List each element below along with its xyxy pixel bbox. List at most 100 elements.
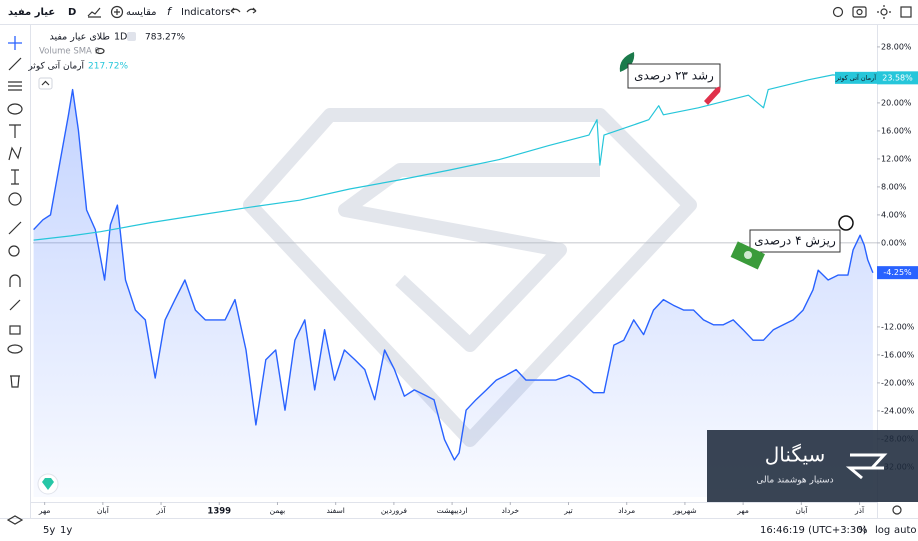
y-tick-label: -12.00% [881, 322, 915, 331]
symbol-button[interactable]: عیار مفید [8, 7, 55, 18]
annotation-box [627, 63, 721, 89]
series-name-tag-text: آرمان آتی کوثر [835, 73, 877, 82]
legend-collapse[interactable] [127, 32, 136, 41]
brand-name: سیگنال [765, 443, 826, 467]
y-tick-label: 8.00% [881, 182, 907, 191]
annotation-text: رشد ۲۳ درصدی [634, 69, 714, 84]
y-tick-label: 16.00% [881, 126, 912, 135]
x-tick-label: آبان [97, 505, 110, 515]
measure-tool[interactable] [8, 221, 22, 235]
magnet-tool[interactable] [9, 274, 21, 287]
x-tick-label: آذر [156, 505, 167, 515]
snapshot-icon[interactable] [852, 6, 867, 18]
chart-type-icon[interactable] [87, 7, 101, 18]
compare-icon[interactable] [110, 5, 124, 19]
range-button[interactable]: 5y [43, 525, 55, 536]
x-tick-label: آذر [854, 505, 865, 515]
range-button[interactable]: 1y [60, 525, 72, 536]
hide-tool[interactable] [7, 344, 23, 354]
brand-watermark: سیگنال دستیار هوشمند مالی [37, 430, 918, 502]
trendline-tool[interactable] [8, 57, 22, 71]
theme-icon[interactable] [880, 8, 888, 16]
brand-logo [845, 453, 888, 480]
delete-tool[interactable] [10, 375, 20, 388]
brand-box [707, 430, 918, 502]
x-tick-label: اردیبهشت [437, 506, 468, 515]
rocket-icon [704, 86, 721, 105]
interval-button[interactable]: D [68, 7, 76, 18]
y-tick-label: -24.00% [881, 406, 915, 415]
y-tick-label: -20.00% [881, 378, 915, 387]
y-tick-label: 20.00% [881, 98, 912, 107]
annotation-text: ریزش ۴ درصدی [754, 234, 836, 249]
log-toggle[interactable]: log [875, 525, 890, 536]
legend-compare-change: 217.72% [88, 62, 128, 72]
legend-toggle-arrow [41, 80, 50, 86]
snapshot-lens [856, 8, 863, 16]
legend-main-change: 783.27% [145, 33, 185, 43]
last-value-label: 23.58% [882, 73, 913, 82]
top-toolbar: عیار مفید D مقایسه f Indicators [8, 5, 912, 19]
bottom-bar: 5y 1y 16:46:19 (UTC+3:30) % log auto [43, 505, 917, 536]
percent-toggle[interactable]: % [858, 525, 868, 536]
indicators-button[interactable]: Indicators [181, 7, 230, 18]
y-tick-label: 28.00% [881, 42, 912, 51]
legend-main-name: طلای عیار مفید [50, 32, 110, 43]
theme-rays [877, 5, 891, 19]
legend-toggle[interactable] [38, 77, 53, 90]
series-name-tag [835, 71, 877, 84]
last-value-tag [877, 71, 918, 85]
shapes-tool[interactable] [7, 103, 23, 115]
prediction-tool[interactable] [11, 169, 19, 185]
x-tick-label: خرداد [502, 506, 520, 515]
last-value-tag [877, 266, 918, 280]
series-line [33, 74, 873, 241]
stay-drawing-tool[interactable] [9, 299, 21, 311]
x-tick-label: مرداد [618, 506, 635, 515]
axis-settings[interactable] [892, 505, 902, 515]
compare-button[interactable]: مقایسه [126, 7, 157, 18]
x-tick-label: مهر [38, 506, 51, 515]
x-tick-label: بهمن [270, 506, 286, 515]
last-value-label: -4.25% [883, 268, 912, 277]
object-tree[interactable] [6, 515, 24, 525]
money-coin [744, 251, 752, 259]
annotations: رشد ۲۳ درصدی ریزش ۴ درصدی [619, 52, 854, 270]
annotation-box [749, 229, 841, 253]
x-tick-label: اسفند [326, 506, 344, 515]
background-logo [243, 108, 697, 447]
legend: طلای عیار مفید 1D 783.27% Volume SMA 9 آ… [27, 32, 185, 90]
compare-plus [114, 9, 120, 15]
zoom-tool[interactable] [8, 245, 20, 257]
leaf-icon [619, 52, 635, 72]
sad-face-icon [838, 215, 854, 231]
clock: 16:46:19 (UTC+3:30) [760, 525, 867, 536]
icon-tool[interactable] [8, 192, 22, 206]
legend-compare-name: آرمان آتی کوثر [27, 60, 84, 72]
undo-icon[interactable] [230, 7, 241, 14]
diamond-icon [42, 478, 54, 490]
auto-toggle[interactable]: auto [894, 525, 917, 536]
text-tool[interactable] [9, 124, 21, 138]
crosshair-tool[interactable] [8, 36, 22, 50]
legend-volume-hide[interactable] [95, 47, 105, 55]
y-tick-label: -16.00% [881, 350, 915, 359]
left-toolbar [6, 36, 24, 525]
legend-main-interval: 1D [114, 32, 127, 43]
brand-tagline: دستیار هوشمند مالی [756, 476, 833, 486]
redo-icon[interactable] [246, 7, 257, 14]
x-tick-label: فروردین [381, 506, 408, 515]
x-tick-label: شهریور [672, 506, 696, 515]
fib-tool[interactable] [8, 81, 22, 91]
y-tick-label: 0.00% [881, 238, 907, 247]
x-tick-label: مهر [736, 506, 749, 515]
pattern-tool[interactable] [8, 146, 22, 161]
lock-tool[interactable] [9, 325, 21, 335]
series-line [33, 88, 874, 461]
settings-icon[interactable] [832, 6, 844, 18]
y-tick-label: 12.00% [881, 154, 912, 163]
fullscreen-icon[interactable] [900, 6, 912, 18]
fx-icon: f [167, 5, 173, 18]
y-tick-label: 4.00% [881, 210, 907, 219]
